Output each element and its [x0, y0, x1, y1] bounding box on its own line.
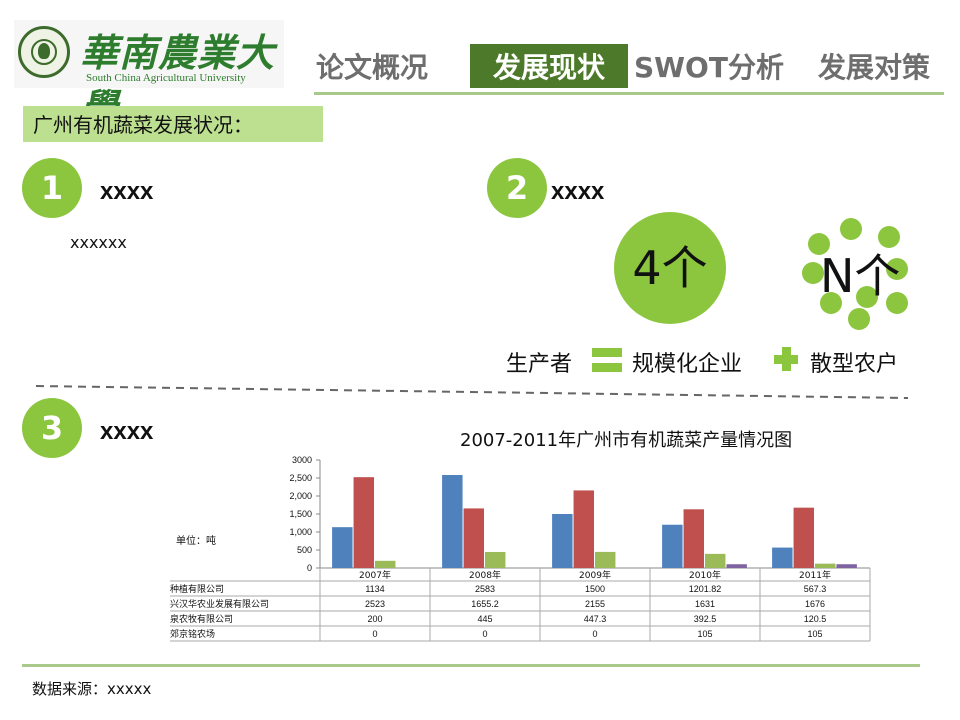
chart-bar: [463, 508, 484, 568]
legend-series-name: 广州市金兴汉华农业发展有限公司: [170, 598, 269, 610]
legend-series-name: 东升有机种植有限公司: [170, 583, 224, 595]
equals-icon: [592, 348, 622, 357]
data-table-cell: 1631: [695, 599, 715, 609]
y-tick-label: 2,000: [289, 491, 312, 501]
cluster-dot: [808, 233, 830, 255]
chart-bar: [705, 553, 726, 568]
data-table-cell: 392.5: [694, 614, 717, 624]
item-1-text: xxxxxx: [70, 233, 127, 252]
large-enterprise-label: 规模化企业: [632, 352, 743, 377]
data-table-cell: 105: [807, 629, 822, 639]
data-table-cell: 1676: [805, 599, 825, 609]
chart-bar: [442, 475, 463, 568]
equals-icon-bar: [592, 363, 622, 372]
data-table-cell: 447.3: [584, 614, 607, 624]
x-category-label: 2011年: [799, 569, 831, 581]
chart-bar: [662, 524, 683, 568]
cluster-dot: [856, 286, 878, 308]
data-table-cell: 2523: [365, 599, 385, 609]
data-table-cell: 0: [372, 629, 377, 639]
data-table-cell: 0: [482, 629, 487, 639]
data-table-cell: 120.5: [804, 614, 827, 624]
data-table-cell: 2583: [475, 584, 495, 594]
data-table-cell: 1655.2: [471, 599, 499, 609]
data-table-cell: 1134: [365, 584, 384, 594]
item-3-heading: xxxx: [100, 418, 154, 445]
x-category-label: 2010年: [689, 569, 721, 581]
x-category-label: 2009年: [579, 569, 611, 581]
chart-bar: [793, 507, 814, 568]
item-2-number-badge: 2: [487, 158, 547, 218]
university-logo: 華南農業大學 South China Agricultural Universi…: [14, 20, 284, 130]
data-table-cell: 105: [697, 629, 712, 639]
x-category-label: 2008年: [469, 569, 501, 581]
university-seal-icon: [18, 26, 70, 78]
y-tick-label: 3000: [292, 455, 312, 465]
cluster-label: N个: [820, 249, 901, 303]
y-tick-label: 0: [307, 563, 312, 573]
chart-bar: [836, 564, 857, 568]
x-category-label: 2007年: [359, 569, 391, 581]
dashed-separator: [36, 385, 908, 399]
plus-icon-bar: [782, 347, 791, 371]
y-tick-label: 500: [297, 545, 312, 555]
cluster-dot: [840, 218, 862, 240]
cluster-dot: [848, 308, 870, 330]
chart-title: 2007-2011年广州市有机蔬菜产量情况图: [460, 430, 792, 451]
data-table-cell: 200: [367, 614, 382, 624]
chart-bar: [683, 509, 704, 568]
large-circle: 4个: [614, 212, 726, 324]
chart-bar: [815, 563, 836, 568]
data-table-cell: 1500: [585, 584, 605, 594]
item-3-number-badge: 3: [22, 398, 82, 458]
item-1-number-badge: 1: [22, 158, 82, 218]
nav-tab-swot[interactable]: SWOT分析: [634, 51, 784, 84]
y-axis-label: 单位：吨: [176, 534, 216, 547]
nav-tab-current-status[interactable]: 发展现状: [470, 44, 628, 88]
data-table-cell: 0: [592, 629, 597, 639]
cluster-dot: [886, 292, 908, 314]
nav-tab-strategy[interactable]: 发展对策: [818, 51, 931, 84]
y-tick-label: 1,500: [289, 509, 312, 519]
y-tick-label: 1,000: [289, 527, 312, 537]
chart-bar: [772, 547, 793, 568]
dot-cluster: [800, 216, 912, 332]
chart-bar: [375, 560, 396, 568]
producer-label: 生产者: [506, 352, 573, 377]
nav-tab-overview[interactable]: 论文概况: [316, 51, 429, 84]
data-table-cell: 2155: [585, 599, 605, 609]
scattered-farmers-label: 散型农户: [810, 352, 899, 377]
data-table-cell: 445: [477, 614, 492, 624]
cluster-dot: [820, 292, 842, 314]
footer-divider: [22, 664, 920, 667]
y-tick-label: 2,500: [289, 473, 312, 483]
logo-english-name: South China Agricultural University: [86, 72, 246, 84]
data-table-cell: 567.3: [804, 584, 827, 594]
section-title: 广州有机蔬菜发展状况：: [23, 106, 323, 142]
cluster-dot: [886, 258, 908, 280]
chart-bar: [573, 490, 594, 568]
legend-series-name: 广州市康泉农牧有限公司: [170, 613, 233, 625]
item-2-heading: xxxx: [551, 178, 605, 205]
legend-series-name: 从化市城郊京铭农场: [170, 628, 215, 640]
item-1-heading: xxxx: [100, 178, 154, 205]
nav-divider: [314, 92, 944, 95]
chart-bar: [332, 527, 353, 568]
chart-bar: [353, 477, 374, 568]
chart-bar: [726, 564, 747, 568]
cluster-dot: [878, 226, 900, 248]
chart-bar: [552, 514, 573, 568]
chart-bar: [485, 551, 506, 568]
data-source: 数据来源：xxxxx: [32, 680, 152, 698]
data-table-cell: 1201.82: [689, 584, 722, 594]
cluster-dot: [802, 262, 824, 284]
chart-bar: [595, 551, 616, 568]
